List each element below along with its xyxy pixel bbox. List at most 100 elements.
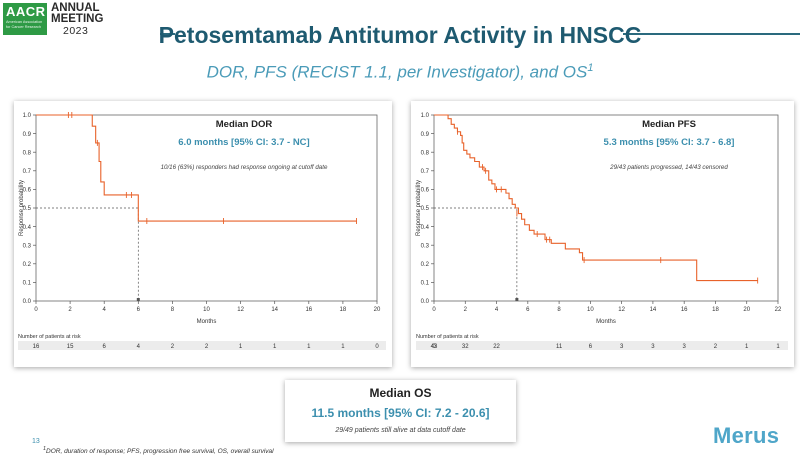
x-tick-label: 4 — [103, 307, 107, 313]
aacr-logo: AACR American Association for Cancer Res… — [3, 2, 153, 37]
page-title: Petosemtamab Antitumor Activity in HNSCC — [158, 22, 642, 48]
x-tick-label: 10 — [587, 307, 594, 313]
y-tick-label: 0.8 — [23, 150, 32, 156]
x-tick-label: 10 — [203, 307, 210, 313]
chart-note: 29/43 patients progressed, 14/43 censore… — [609, 164, 728, 171]
y-tick-label: 0.1 — [23, 281, 32, 287]
os-value: 11.5 months [95% CI: 7.2 - 20.6] — [311, 406, 490, 420]
y-tick-label: 0.4 — [23, 225, 32, 231]
risk-value: 3 — [620, 344, 624, 350]
y-tick-label: 0.1 — [421, 281, 430, 287]
risk-value: 2 — [205, 344, 209, 350]
risk-value: 22 — [493, 344, 500, 350]
title-rule-left — [160, 33, 175, 35]
dor-chart-panel: 0.0 0.1 0.2 0.3 0.4 0.5 0.6 0.7 0.8 0.9 1.0 0 2 4 6 8 10… — [14, 101, 392, 367]
x-tick-label: 12 — [237, 307, 244, 313]
risk-table-label: Number of patients at risk — [416, 334, 479, 340]
x-tick-label: 16 — [681, 307, 688, 313]
y-tick-label: 0.4 — [421, 225, 430, 231]
risk-value: 3 — [683, 344, 687, 350]
os-title: Median OS — [369, 386, 432, 400]
x-tick-label: 2 — [464, 307, 468, 313]
subtitle-footnote-ref: 1 — [587, 62, 594, 74]
risk-value: 1 — [307, 344, 311, 350]
median-marker — [136, 298, 140, 301]
chart-title: Median PFS — [642, 119, 696, 130]
risk-value: 43 — [431, 344, 438, 350]
risk-value: 1 — [273, 344, 277, 350]
risk-table-row — [18, 341, 386, 350]
page-subtitle: DOR, PFS (RECIST 1.1, per Investigator),… — [0, 62, 800, 83]
y-axis-label: Response probability — [19, 180, 25, 236]
survival-curve — [434, 114, 758, 282]
chart-note: 10/16 (63%) responders had response ongo… — [161, 164, 328, 171]
median-guide-line — [36, 207, 139, 301]
risk-value: 0 — [432, 344, 436, 350]
y-tick-label: 0.7 — [23, 169, 32, 175]
risk-value: 1 — [341, 344, 345, 350]
risk-value: 11 — [556, 344, 563, 350]
x-tick-label: 6 — [137, 307, 141, 313]
risk-value: 32 — [462, 344, 469, 350]
x-tick-label: 20 — [743, 307, 750, 313]
y-tick-label: 0.9 — [421, 132, 430, 138]
aacr-logo-box: AACR American Association for Cancer Res… — [3, 3, 47, 35]
x-tick-label: 0 — [432, 307, 436, 313]
risk-value: 2 — [171, 344, 175, 350]
y-tick-label: 0.9 — [23, 132, 32, 138]
footnote: 1DOR, duration of response; PFS, progres… — [43, 446, 274, 455]
x-axis-label: Months — [197, 319, 217, 325]
merus-logo: Merus — [713, 423, 780, 448]
x-tick-label: 0 — [34, 307, 38, 313]
y-tick-label: 0.0 — [23, 299, 32, 305]
title-rule-right — [623, 33, 800, 35]
y-tick-label: 1.0 — [421, 113, 430, 119]
y-tick-label: 0.3 — [23, 243, 32, 249]
x-tick-label: 4 — [495, 307, 499, 313]
y-tick-label: 0.6 — [23, 188, 32, 194]
y-tick-label: 0.0 — [421, 299, 430, 305]
y-tick-label: 0.6 — [421, 188, 430, 194]
x-tick-label: 18 — [340, 307, 347, 313]
risk-value: 6 — [103, 344, 107, 350]
x-tick-label: 12 — [618, 307, 625, 313]
risk-table-row — [416, 341, 788, 350]
risk-value: 3 — [651, 344, 655, 350]
survival-curve — [36, 114, 357, 222]
footnote-text: DOR, duration of response; PFS, progress… — [46, 448, 274, 456]
annual-meeting-label: ANNUAL MEETING — [51, 2, 104, 25]
x-axis-label: Months — [596, 319, 616, 325]
meeting-year: 2023 — [63, 25, 89, 37]
x-tick-label: 2 — [68, 307, 72, 313]
risk-value: 1 — [239, 344, 243, 350]
y-tick-label: 0.5 — [23, 206, 32, 212]
x-tick-label: 16 — [305, 307, 312, 313]
risk-value: 6 — [589, 344, 593, 350]
x-tick-label: 8 — [171, 307, 175, 313]
y-tick-label: 0.2 — [421, 262, 430, 268]
aacr-logo-subtext: American Association for Cancer Research — [6, 20, 43, 29]
subtitle-text: DOR, PFS (RECIST 1.1, per Investigator),… — [206, 62, 588, 82]
risk-table-label: Number of patients at risk — [18, 334, 81, 340]
os-note: 29/49 patients still alive at data cutof… — [335, 427, 466, 434]
x-tick-label: 8 — [557, 307, 561, 313]
risk-value: 16 — [33, 344, 40, 350]
median-value: 6.0 months [95% CI: 3.7 - NC] — [178, 137, 309, 148]
y-tick-label: 0.2 — [23, 262, 32, 268]
x-tick-label: 18 — [712, 307, 719, 313]
footnote-marker: 1 — [43, 446, 47, 452]
y-tick-label: 1.0 — [23, 113, 32, 119]
risk-value: 0 — [375, 344, 379, 350]
x-tick-label: 14 — [271, 307, 278, 313]
y-tick-label: 0.3 — [421, 243, 430, 249]
page-number: 13 — [32, 438, 40, 445]
risk-value: 4 — [137, 344, 141, 350]
y-axis-label: Response probability — [416, 180, 422, 236]
x-tick-label: 14 — [650, 307, 657, 313]
x-tick-label: 22 — [775, 307, 782, 313]
median-marker — [515, 298, 519, 301]
risk-value: 15 — [67, 344, 74, 350]
risk-value: 1 — [776, 344, 780, 350]
pfs-chart-panel: 0.0 0.1 0.2 0.3 0.4 0.5 0.6 0.7 0.8 0.9 1.0 0 2 4 6 8 10… — [411, 101, 794, 367]
x-tick-label: 20 — [374, 307, 381, 313]
